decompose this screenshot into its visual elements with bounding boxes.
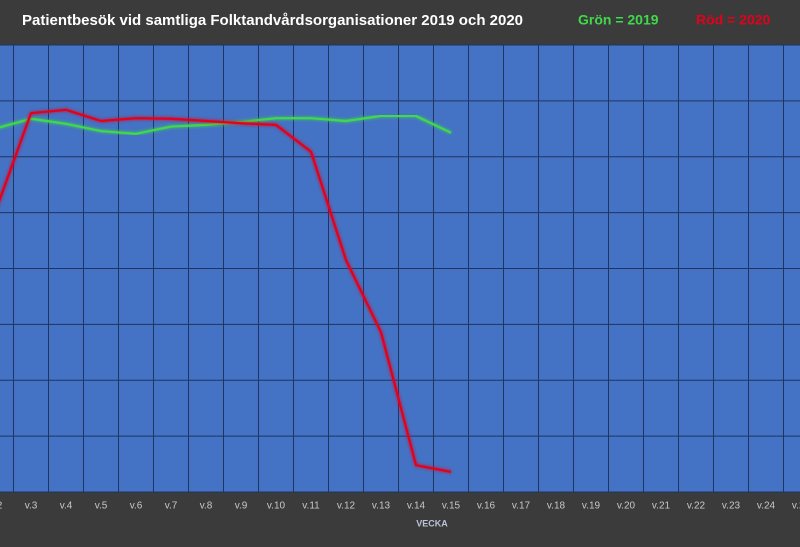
x-tick-label: v.3 (25, 501, 38, 512)
x-tick-label: v.11 (302, 501, 320, 512)
chart-title: Patientbesök vid samtliga Folktandvårdso… (22, 12, 523, 29)
x-axis-label: VECKA (416, 518, 448, 528)
x-tick-label: v.8 (200, 501, 213, 512)
x-tick-label: v.22 (687, 501, 706, 512)
x-tick-label: v.25 (792, 501, 800, 512)
x-tick-label: v.19 (582, 501, 601, 512)
legend-entry: Grön = 2019 (578, 12, 659, 28)
x-tick-label: v.7 (165, 501, 178, 512)
x-tick-label: v.18 (547, 501, 566, 512)
x-tick-label: v.5 (95, 501, 108, 512)
x-tick-label: v.10 (267, 501, 286, 512)
x-tick-label: v.16 (477, 501, 496, 512)
x-tick-label: v.21 (652, 501, 671, 512)
series-line (0, 114, 452, 135)
x-tick-label: v.6 (130, 501, 143, 512)
legend-entry: Röd = 2020 (696, 12, 771, 28)
x-tick-label: v.13 (372, 501, 391, 512)
x-tick-label: v.9 (235, 501, 248, 512)
x-tick-label: v.2 (0, 501, 3, 512)
x-tick-label: v.20 (617, 501, 636, 512)
x-tick-label: v.17 (512, 501, 531, 512)
x-tick-label: v.23 (722, 501, 741, 512)
x-tick-label: v.24 (757, 501, 776, 512)
x-tick-label: v.12 (337, 501, 356, 512)
x-tick-label: v.4 (60, 501, 73, 512)
x-tick-label: v.15 (442, 501, 461, 512)
x-tick-label: v.14 (407, 501, 426, 512)
series-line (0, 108, 452, 473)
